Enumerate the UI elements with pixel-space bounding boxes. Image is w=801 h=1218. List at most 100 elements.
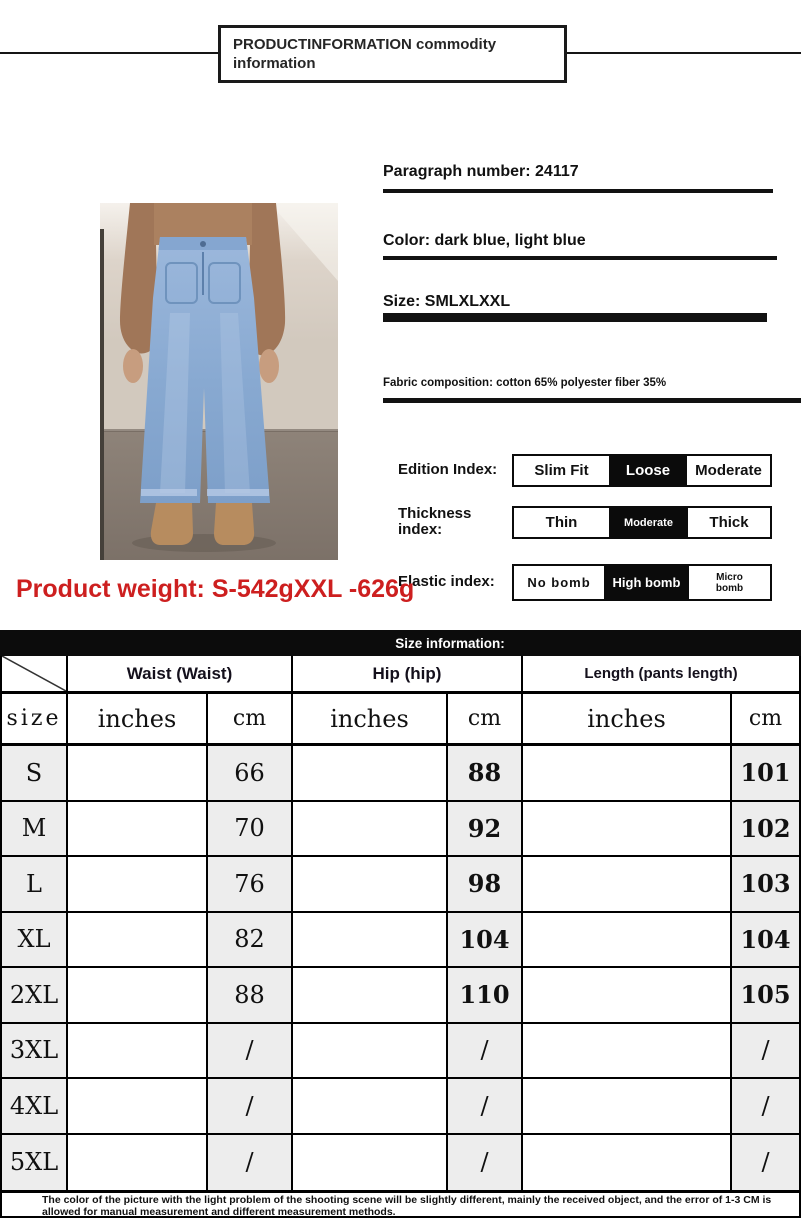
table-cell <box>68 1134 208 1190</box>
column-header-cm: cm <box>448 694 523 746</box>
table-cell: 102 <box>732 801 801 857</box>
edition-option-loose-selected: Loose <box>609 456 687 485</box>
table-cell: / <box>208 1134 293 1190</box>
elastic-option-high-bomb-selected: High bomb <box>604 566 689 599</box>
edition-index-selector: Slim Fit Loose Moderate <box>512 454 772 487</box>
edition-option-moderate: Moderate <box>695 462 762 479</box>
column-header-size: size <box>2 694 68 746</box>
page-title-box: PRODUCTINFORMATION commodity information <box>218 25 567 83</box>
size-spec: Size: SMLXLXXL <box>383 293 511 310</box>
elastic-index-label: Elastic index: <box>398 573 495 590</box>
divider <box>383 189 773 193</box>
table-cell <box>523 1079 732 1135</box>
paragraph-number: Paragraph number: 24117 <box>383 163 579 180</box>
fabric-spec: Fabric composition: cotton 65% polyester… <box>383 377 667 389</box>
table-cell: 105 <box>732 968 801 1024</box>
table-cell <box>523 1134 732 1190</box>
disclaimer-line-2: allowed for manual measurement and diffe… <box>42 1205 396 1218</box>
color-spec: Color: dark blue, light blue <box>383 232 586 249</box>
table-cell: 88 <box>448 746 523 802</box>
size-row-label: 2XL <box>2 968 68 1024</box>
table-cell <box>293 1079 448 1135</box>
elastic-option-micro-bomb: Micro bomb <box>715 571 744 594</box>
size-table: Size information: Waist (Waist) Hip (hip… <box>0 630 801 1190</box>
table-cell: / <box>732 1079 801 1135</box>
table-cell <box>68 746 208 802</box>
table-cell: 88 <box>208 968 293 1024</box>
size-row-label: L <box>2 857 68 913</box>
disclaimer-line-1: The color of the picture with the light … <box>42 1194 772 1206</box>
group-header-hip: Hip (hip) <box>293 656 523 694</box>
table-cell <box>293 968 448 1024</box>
page-title: PRODUCTINFORMATION commodity information <box>233 35 497 73</box>
table-cell: / <box>448 1023 523 1079</box>
table-cell <box>68 1023 208 1079</box>
size-row-label: M <box>2 801 68 857</box>
divider <box>383 256 777 260</box>
table-cell <box>293 801 448 857</box>
table-cell <box>293 1023 448 1079</box>
thickness-index-selector: Thin Moderate Thick <box>512 506 772 539</box>
corner-cell <box>2 656 68 694</box>
size-row-label: S <box>2 746 68 802</box>
size-row-label: 4XL <box>2 1079 68 1135</box>
size-table-grid: Waist (Waist) Hip (hip) Length (pants le… <box>0 656 801 1190</box>
elastic-option-no-bomb: No bomb <box>527 575 591 590</box>
table-cell: 104 <box>732 912 801 968</box>
table-cell: / <box>448 1134 523 1190</box>
table-cell: 92 <box>448 801 523 857</box>
size-row-label: 5XL <box>2 1134 68 1190</box>
group-header-length: Length (pants length) <box>523 656 801 694</box>
table-cell <box>68 912 208 968</box>
thickness-index-label: Thickness index: <box>398 505 472 538</box>
table-cell <box>68 857 208 913</box>
table-cell: 104 <box>448 912 523 968</box>
thickness-option-thick: Thick <box>709 514 749 531</box>
group-header-waist: Waist (Waist) <box>68 656 293 694</box>
table-cell: 76 <box>208 857 293 913</box>
thickness-option-moderate-selected: Moderate <box>609 508 688 537</box>
column-header-inches: inches <box>293 694 448 746</box>
column-header-inches: inches <box>68 694 208 746</box>
table-cell <box>523 1023 732 1079</box>
divider-thick <box>383 313 767 322</box>
table-cell: 70 <box>208 801 293 857</box>
table-cell <box>68 968 208 1024</box>
table-cell: / <box>448 1079 523 1135</box>
table-cell: 82 <box>208 912 293 968</box>
table-cell: 110 <box>448 968 523 1024</box>
table-cell: / <box>208 1079 293 1135</box>
table-cell <box>523 912 732 968</box>
table-cell: / <box>732 1134 801 1190</box>
column-header-inches: inches <box>523 694 732 746</box>
table-cell: / <box>208 1023 293 1079</box>
column-header-cm: cm <box>208 694 293 746</box>
diagonal-divider <box>2 656 66 691</box>
size-row-label: 3XL <box>2 1023 68 1079</box>
divider <box>383 398 801 403</box>
table-cell <box>523 746 732 802</box>
product-weight: Product weight: S-542gXXL -626g <box>16 575 415 603</box>
table-cell <box>523 857 732 913</box>
edition-index-label: Edition Index: <box>398 461 498 478</box>
size-row-label: XL <box>2 912 68 968</box>
table-cell: 101 <box>732 746 801 802</box>
product-photo <box>100 203 338 560</box>
table-cell: 66 <box>208 746 293 802</box>
size-table-title: Size information: <box>0 630 801 656</box>
table-cell: 103 <box>732 857 801 913</box>
table-cell <box>68 801 208 857</box>
column-header-cm: cm <box>732 694 801 746</box>
elastic-index-selector: No bomb High bomb Micro bomb <box>512 564 772 601</box>
edition-option-slim-fit: Slim Fit <box>534 462 589 479</box>
table-cell <box>523 801 732 857</box>
disclaimer: The color of the picture with the light … <box>0 1190 801 1218</box>
table-cell <box>293 912 448 968</box>
table-cell: / <box>732 1023 801 1079</box>
table-cell <box>523 968 732 1024</box>
table-cell <box>293 746 448 802</box>
thickness-option-thin: Thin <box>545 514 578 531</box>
table-cell: 98 <box>448 857 523 913</box>
table-cell <box>293 1134 448 1190</box>
